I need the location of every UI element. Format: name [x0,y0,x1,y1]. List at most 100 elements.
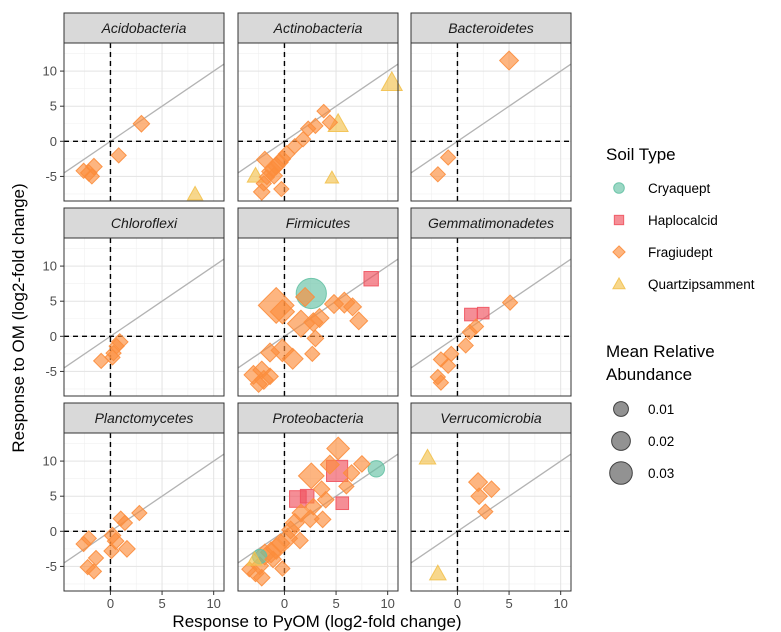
data-point [273,149,292,168]
legend-title-soil-type: Soil Type [606,145,676,164]
data-point [75,162,92,180]
x-tick-label: 0 [281,596,288,611]
data-point [290,531,309,550]
facet-strip-label: Firmicutes [286,215,351,231]
facet-panel-firmicutes: Firmicutes [237,207,399,397]
data-point [299,488,315,504]
identity-line [410,453,572,564]
facet-strip-label: Actinobacteria [273,20,363,36]
data-point [304,345,321,363]
data-point [110,147,127,164]
data-point [291,503,311,523]
data-point [439,149,457,166]
panel-border [63,42,225,202]
data-point [274,560,291,577]
data-point [324,170,340,184]
x-tick-label: 10 [553,596,567,611]
data-point [306,329,325,348]
identity-line [410,258,572,369]
data-point [83,168,101,185]
y-tick-label: 0 [50,329,57,344]
data-point [457,337,474,354]
y-tick-label: 0 [50,134,57,149]
x-axis-title: Response to PyOM (log2-fold change) [172,612,461,631]
data-point [380,70,404,91]
x-tick-label: 0 [107,596,114,611]
data-point [246,550,263,566]
facet-panel-bacteroidetes: Bacteroidetes [410,12,572,202]
data-point [428,564,447,581]
data-point [255,150,274,169]
panel-border [237,42,399,202]
data-point [246,166,265,183]
y-tick-label: -5 [45,169,57,184]
data-point [343,297,363,317]
data-point [323,293,345,315]
facet-panel-acidobacteria: Acidobacteria -5 0 5 10 [43,12,225,202]
legend-key-haplocalcid [613,214,625,226]
facet-strip-label: Verrucomicrobia [440,410,542,426]
data-point [294,286,316,308]
facet-strip [63,402,225,434]
legend-label-haplocalcid: Haplocalcid [648,213,718,228]
facet-strip [63,12,225,44]
data-point [461,323,479,341]
y-tick-label: 10 [43,64,57,79]
legend-key-quartzipsamment [612,276,626,290]
data-point [270,533,291,554]
data-point [309,307,330,329]
x-tick-label: 5 [505,596,512,611]
facet-strip-label: Gemmatimonadetes [428,215,554,231]
x-tick-label: 10 [380,596,394,611]
data-point [363,271,379,287]
data-point [294,130,312,148]
data-point [241,560,258,578]
data-point [304,497,323,516]
data-point [418,448,437,465]
data-point [477,503,494,520]
facet-strip [410,402,572,434]
legend-size-label: 0.03 [648,466,674,481]
y-tick-label: 0 [50,524,57,539]
data-point [439,357,457,375]
legend-size-label: 0.02 [648,434,674,449]
data-point [297,462,325,490]
facet-strip [237,402,399,434]
data-point [316,490,335,509]
legend-title-abundance-line2: Abundance [606,365,692,384]
panel-border [410,237,572,397]
data-point [85,563,103,580]
data-point [264,550,283,569]
data-point [269,298,296,325]
y-tick-label: -5 [45,364,57,379]
data-point [464,307,478,322]
data-point [103,542,120,560]
legend: Soil Type Cryaquept Haplocalcid Fragiudept Q… [606,145,755,485]
data-point [501,294,519,311]
data-point [186,185,204,201]
data-point [429,166,447,183]
data-point [498,50,520,71]
facet-strip [410,12,572,44]
facet-panel-verrucomicrobia: Verrucomicrobia 0 5 10 [410,402,572,611]
legend-label-fragiudept: Fragiudept [648,245,713,260]
x-tick-label: 0 [454,596,461,611]
legend-size-label: 0.01 [648,402,674,417]
panel-border [237,237,399,397]
facet-strip-label: Planctomycetes [95,410,194,426]
data-point [273,180,290,198]
panel-border [237,432,399,592]
data-point [470,487,489,506]
legend-label-cryaquept: Cryaquept [648,181,711,196]
facet-strip-label: Chloroflexi [111,215,178,231]
data-point [255,175,273,192]
data-point [321,114,339,131]
facet-strip [410,207,572,239]
data-point [286,137,304,155]
facet-strip-label: Bacteroidetes [448,20,534,36]
panel-border [63,237,225,397]
facet-strip-label: Proteobacteria [272,410,363,426]
panel-border [63,432,225,592]
